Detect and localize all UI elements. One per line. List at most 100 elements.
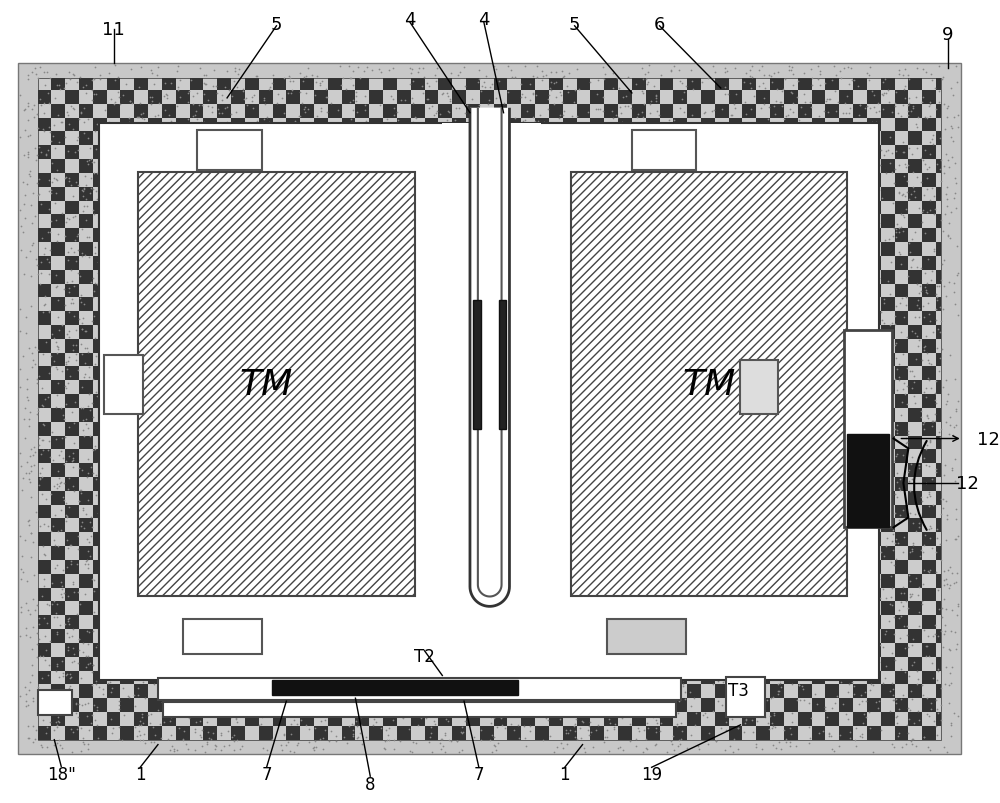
Bar xyxy=(259,505,273,519)
Point xyxy=(134,594,150,607)
Point xyxy=(773,626,789,638)
Point xyxy=(798,543,814,556)
Point xyxy=(417,549,433,562)
Point xyxy=(387,444,403,457)
Point xyxy=(456,341,472,354)
Point xyxy=(839,642,855,655)
Bar xyxy=(494,574,507,588)
Point xyxy=(384,154,400,167)
Point xyxy=(947,157,963,170)
Bar xyxy=(176,615,190,630)
Point xyxy=(556,139,572,152)
Point xyxy=(832,233,848,246)
Point xyxy=(392,556,408,569)
Bar xyxy=(176,699,190,712)
Point xyxy=(554,590,570,603)
Point xyxy=(752,358,768,371)
Point xyxy=(364,65,380,78)
Bar xyxy=(120,340,134,353)
Bar xyxy=(785,397,798,410)
Point xyxy=(621,500,637,513)
Bar xyxy=(411,298,425,312)
Bar xyxy=(273,423,286,436)
Point xyxy=(107,60,123,73)
Point xyxy=(264,274,280,287)
Point xyxy=(257,206,273,219)
Bar xyxy=(521,188,535,202)
Bar xyxy=(632,712,646,726)
Point xyxy=(848,566,864,579)
Bar xyxy=(162,132,176,146)
Bar xyxy=(784,505,798,519)
Point xyxy=(196,140,212,153)
Bar xyxy=(708,526,721,539)
Point xyxy=(675,561,691,574)
Point xyxy=(468,137,484,149)
Bar xyxy=(631,193,644,206)
Point xyxy=(660,292,676,305)
Point xyxy=(944,122,960,135)
Point xyxy=(919,410,935,422)
Point xyxy=(385,149,401,162)
Bar xyxy=(908,243,922,256)
Bar xyxy=(355,79,369,91)
Point xyxy=(734,675,750,688)
Point xyxy=(676,406,692,419)
Bar xyxy=(632,353,646,367)
Point xyxy=(691,511,707,524)
Point xyxy=(511,608,527,621)
Bar xyxy=(65,478,79,491)
Point xyxy=(643,462,659,475)
Point xyxy=(643,251,659,264)
Point xyxy=(319,92,335,104)
Point xyxy=(948,405,964,418)
Point xyxy=(682,279,698,292)
Bar xyxy=(605,346,618,359)
Point xyxy=(170,273,186,286)
Point xyxy=(787,558,803,571)
Bar xyxy=(682,372,695,385)
Point xyxy=(157,185,173,198)
Bar xyxy=(415,154,428,167)
Point xyxy=(863,571,879,584)
Point xyxy=(469,363,485,376)
Bar xyxy=(184,333,196,346)
Point xyxy=(25,621,41,634)
Bar xyxy=(231,146,245,160)
Bar xyxy=(563,284,577,298)
Point xyxy=(158,594,174,607)
Bar xyxy=(549,160,563,173)
Point xyxy=(480,601,496,613)
Point xyxy=(584,553,600,566)
Bar xyxy=(38,79,941,740)
Point xyxy=(137,647,153,660)
Point xyxy=(697,297,713,310)
Point xyxy=(909,121,925,134)
Point xyxy=(465,157,481,169)
Point xyxy=(237,590,253,603)
Point xyxy=(104,624,120,637)
Point xyxy=(939,200,955,213)
Point xyxy=(259,444,275,457)
Bar xyxy=(397,615,411,630)
Point xyxy=(255,404,271,417)
Bar xyxy=(592,132,605,141)
Point xyxy=(761,102,777,115)
Bar xyxy=(772,180,785,193)
Point xyxy=(325,559,341,572)
Point xyxy=(682,585,698,598)
Point xyxy=(879,434,895,446)
Point xyxy=(601,157,617,170)
Bar xyxy=(867,202,881,215)
Point xyxy=(595,61,611,74)
Point xyxy=(870,671,886,683)
Point xyxy=(922,532,938,545)
Bar xyxy=(248,577,261,590)
Bar xyxy=(908,657,922,671)
Bar xyxy=(452,312,466,325)
Point xyxy=(824,167,840,180)
Point xyxy=(784,471,800,484)
Point xyxy=(584,193,600,206)
Point xyxy=(23,550,39,563)
Point xyxy=(327,178,343,191)
